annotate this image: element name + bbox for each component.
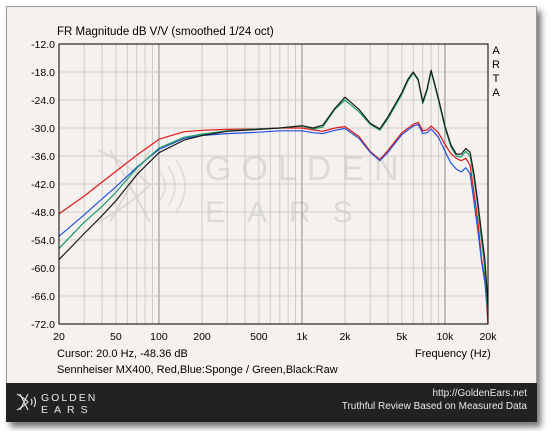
y-tick-label: -48.0	[31, 207, 55, 219]
y-tick-label: -30.0	[31, 123, 55, 135]
site-url: http://GoldenEars.net	[432, 388, 527, 399]
x-tick-label: 200	[193, 331, 211, 343]
site-tagline: Truthful Review Based on Measured Data	[341, 401, 527, 412]
footer-logo-line2: EARS	[41, 404, 94, 416]
series-line-3	[58, 70, 489, 315]
axis-ticks: -12.0 -18.0 -24.0 -30.0 -36.0 -42.0 -48.0 -54.0…	[31, 39, 497, 343]
y-tick-label: -72.0	[31, 319, 55, 331]
x-tick-label: 2k	[339, 331, 351, 343]
y-tick-label: -36.0	[31, 151, 55, 163]
x-tick-label: 100	[150, 331, 168, 343]
x-tick-label: 500	[250, 331, 268, 343]
arta-letter: T	[492, 73, 500, 85]
y-tick-label: -12.0	[31, 39, 55, 51]
y-tick-label: -42.0	[31, 179, 55, 191]
plot-border	[58, 43, 489, 325]
y-tick-label: -24.0	[31, 95, 55, 107]
x-tick-label: 10k	[436, 331, 454, 343]
footer-logo-line1: GOLDEN	[41, 392, 97, 404]
y-tick-label: -18.0	[31, 67, 55, 79]
plot-curves	[58, 69, 489, 325]
x-axis-label: Frequency (Hz)	[415, 348, 491, 360]
arta-letter: R	[492, 59, 500, 71]
series-line-2	[58, 123, 489, 315]
cursor-readout: Cursor: 20.0 Hz, -48.36 dB	[57, 348, 188, 360]
y-tick-label: -54.0	[31, 235, 55, 247]
x-tick-label: 1k	[296, 331, 308, 343]
footer-bar: GOLDEN EARS http://GoldenEars.net Truthf…	[6, 383, 537, 422]
series-line-4	[58, 69, 489, 306]
chart-title: FR Magnitude dB V/V (smoothed 1/24 oct)	[57, 26, 274, 38]
x-tick-label: 20	[53, 331, 65, 343]
series-line-1	[58, 121, 489, 325]
arta-letter: A	[492, 45, 500, 57]
y-tick-label: -60.0	[31, 263, 55, 275]
x-tick-label: 50	[110, 331, 122, 343]
watermark-logo-mark	[97, 149, 186, 223]
x-tick-label: 20k	[480, 331, 498, 343]
arta-letter: A	[492, 87, 500, 99]
x-tick-label: 5k	[396, 331, 408, 343]
chart-window	[6, 6, 537, 422]
legend-text: Sennheiser MX400, Red,Blue:Sponge / Gree…	[57, 364, 338, 376]
golden-ears-logo: GOLDEN EARS	[16, 392, 97, 416]
watermark-text-line2: EARS	[205, 196, 375, 229]
y-tick-label: -66.0	[31, 291, 55, 303]
